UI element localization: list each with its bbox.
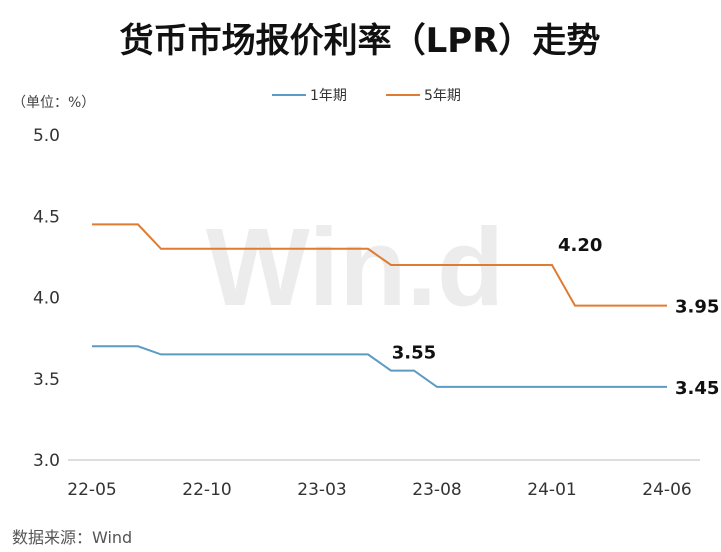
legend-label-1y: 1年期 (310, 88, 347, 104)
chart-title: 货币市场报价利率（LPR）走势 (120, 21, 601, 61)
unit-label: （单位：%） (12, 95, 95, 111)
y-tick-label: 3.0 (33, 451, 60, 471)
y-tick-label: 4.0 (33, 289, 60, 309)
x-tick-label: 23-08 (412, 480, 461, 500)
series-line-1y (92, 345, 667, 388)
x-tick-label: 23-03 (297, 480, 346, 500)
x-axis: 22-05 22-10 23-03 23-08 24-01 24-06 (67, 480, 691, 500)
x-tick-label: 24-06 (642, 480, 691, 500)
series-line-5y (92, 223, 667, 307)
data-label: 3.45 (675, 378, 719, 399)
y-tick-label: 5.0 (33, 126, 60, 146)
data-label: 3.95 (675, 297, 719, 318)
series-lines (92, 223, 667, 388)
data-label: 3.55 (392, 343, 436, 364)
watermark: Win.d (206, 206, 504, 329)
legend-label-5y: 5年期 (424, 88, 461, 104)
y-tick-label: 4.5 (33, 207, 60, 227)
source-note: 数据来源：Wind (12, 528, 132, 547)
y-tick-label: 3.5 (33, 370, 60, 390)
data-labels: 3.55 3.45 4.20 3.95 (392, 235, 720, 399)
y-axis: 3.0 3.5 4.0 4.5 5.0 (33, 126, 60, 471)
x-tick-label: 22-10 (182, 480, 231, 500)
legend: 1年期 5年期 (272, 88, 461, 104)
data-label: 4.20 (558, 235, 602, 256)
x-tick-label: 24-01 (527, 480, 576, 500)
x-tick-label: 22-05 (67, 480, 116, 500)
